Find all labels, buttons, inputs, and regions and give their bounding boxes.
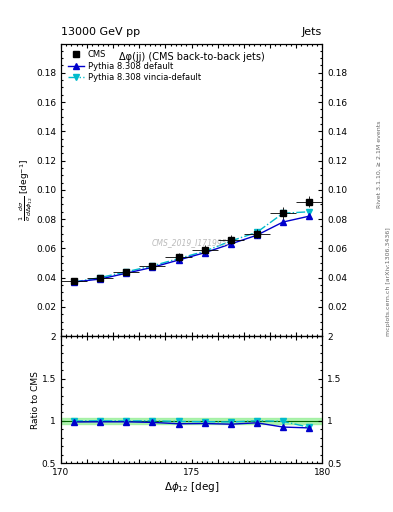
Text: Jets: Jets [302,27,322,37]
Legend: CMS, Pythia 8.308 default, Pythia 8.308 vincia-default: CMS, Pythia 8.308 default, Pythia 8.308 … [65,48,203,84]
Text: CMS_2019_I1719955: CMS_2019_I1719955 [151,238,232,247]
X-axis label: $\Delta\phi_{12}$ [deg]: $\Delta\phi_{12}$ [deg] [164,480,219,494]
Y-axis label: Ratio to CMS: Ratio to CMS [31,371,40,429]
Text: mcplots.cern.ch [arXiv:1306.3436]: mcplots.cern.ch [arXiv:1306.3436] [386,227,391,336]
Text: Δφ(jj) (CMS back-to-back jets): Δφ(jj) (CMS back-to-back jets) [119,52,264,62]
Bar [61,418,322,424]
Y-axis label: $\frac{1}{\sigma}\frac{d\sigma}{d\Delta\phi_{12}}$ [deg$^{-1}$]: $\frac{1}{\sigma}\frac{d\sigma}{d\Delta\… [17,159,35,221]
Text: 13000 GeV pp: 13000 GeV pp [61,27,140,37]
Text: Rivet 3.1.10, ≥ 2.1M events: Rivet 3.1.10, ≥ 2.1M events [377,120,382,207]
